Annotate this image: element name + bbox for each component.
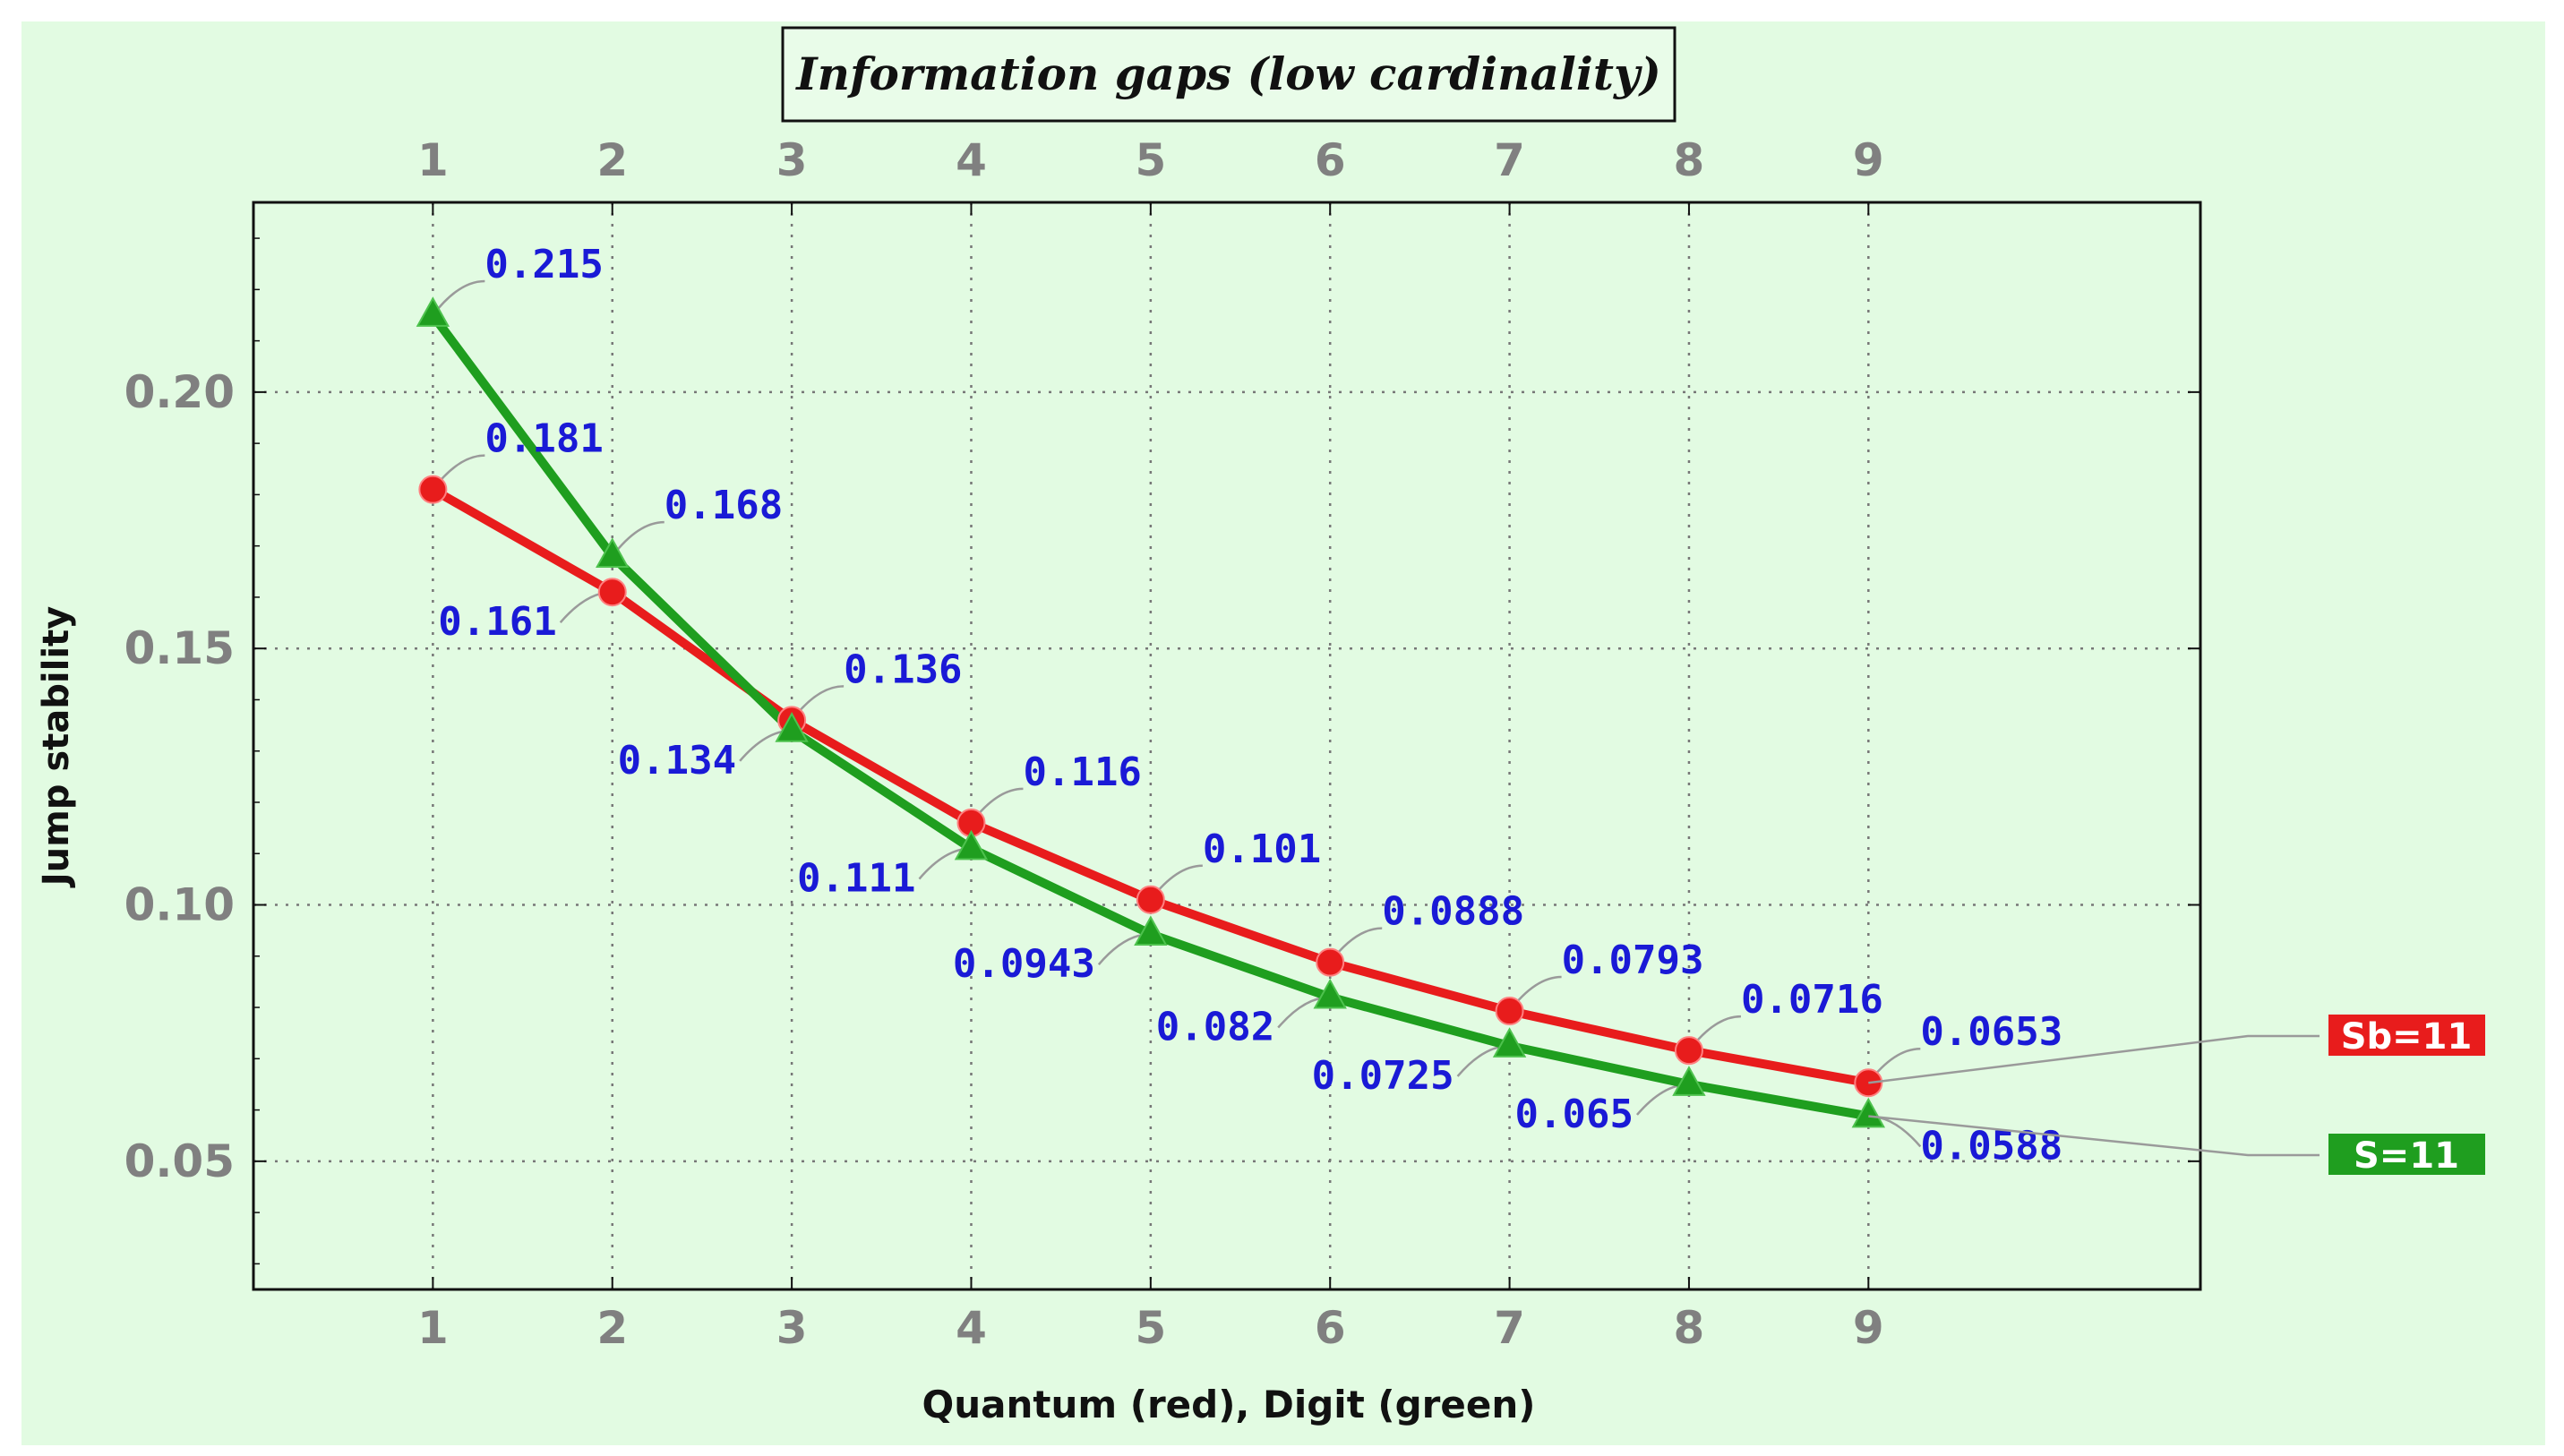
legend-layer: Sb=11 S=11 — [1868, 1015, 2485, 1177]
x-tick-label-top: 4 — [956, 134, 987, 186]
series-layer — [416, 296, 1886, 1128]
quantum-point — [1316, 947, 1345, 977]
digit-point — [1134, 915, 1168, 946]
digit-point — [775, 712, 809, 742]
quantum-point — [1674, 1036, 1703, 1066]
x-tick-label-top: 1 — [417, 134, 449, 186]
x-tick-label-top: 5 — [1135, 134, 1166, 186]
quantum-point — [1136, 885, 1165, 914]
digit-point — [954, 829, 989, 861]
y-tick-label: 0.10 — [124, 879, 235, 931]
chart-title-frame — [781, 26, 1676, 123]
quantum-point — [597, 578, 627, 607]
x-tick-label: 1 — [417, 1302, 449, 1354]
quantum-data-label: 0.0653 — [1920, 1009, 2062, 1055]
x-tick-label: 9 — [1853, 1302, 1884, 1354]
quantum-data-label: 0.0888 — [1382, 889, 1524, 935]
x-tick-label-top: 9 — [1853, 134, 1884, 186]
digit-data-label: 0.0588 — [1920, 1123, 2062, 1169]
quantum-data-label: 0.101 — [1203, 826, 1321, 872]
legend-leader-quantum — [1868, 1034, 2320, 1084]
digit-point — [1672, 1066, 1706, 1096]
quantum-point — [418, 475, 448, 504]
digit-point — [1851, 1097, 1886, 1128]
y-tick-label: 0.15 — [124, 622, 235, 674]
legend-label-digit: S=11 — [2354, 1135, 2459, 1177]
digit-point — [416, 296, 450, 327]
quantum-data-label: 0.161 — [438, 599, 556, 645]
x-tick-label: 2 — [596, 1302, 628, 1354]
quantum-data-label: 0.116 — [1023, 749, 1141, 795]
legend-swatch-digit — [2328, 1134, 2485, 1175]
digit-data-label: 0.111 — [797, 856, 915, 902]
quantum-data-label: 0.0716 — [1741, 977, 1883, 1023]
digit-point — [1492, 1027, 1527, 1058]
y-tick-label: 0.05 — [124, 1135, 235, 1187]
y-axis-title: Jump stability — [36, 606, 77, 888]
digit-data-label: 0.0725 — [1312, 1053, 1454, 1099]
x-tick-label-top: 2 — [596, 134, 628, 186]
x-tick-label: 6 — [1315, 1302, 1346, 1354]
chart-title: Information gaps (low cardinality) — [794, 47, 1660, 100]
quantum-data-label: 0.181 — [485, 416, 603, 462]
x-tick-label: 7 — [1494, 1302, 1525, 1354]
x-tick-label: 4 — [956, 1302, 987, 1354]
digit-data-label: 0.082 — [1156, 1005, 1274, 1050]
legend-swatch-quantum — [2328, 1015, 2485, 1056]
x-axis-title: Quantum (red), Digit (green) — [922, 1383, 1536, 1426]
quantum-data-label: 0.136 — [844, 647, 962, 692]
legend-leader-digit — [1868, 1115, 2320, 1157]
digit-data-label: 0.065 — [1514, 1092, 1633, 1137]
digit-point — [1313, 978, 1347, 1009]
y-tick-label: 0.20 — [124, 366, 235, 418]
quantum-point — [1495, 997, 1524, 1026]
x-tick-label: 3 — [776, 1302, 808, 1354]
digit-data-label: 0.134 — [618, 738, 736, 784]
digit-data-label: 0.168 — [665, 483, 783, 528]
x-tick-label: 8 — [1674, 1302, 1705, 1354]
x-tick-label-top: 3 — [776, 134, 808, 186]
x-tick-label-top: 8 — [1674, 134, 1705, 186]
labels-layer: 0.181 0.215 0.161 0.168 0.136 0.134 0.116 0.111… — [438, 242, 2062, 1169]
digit-data-label: 0.0943 — [953, 941, 1095, 987]
ticks-layer: 1 1 2 2 3 3 4 4 5 5 6 6 7 7 8 8 9 9 0.05 0.10 0.15 0.20 — [124, 134, 2200, 1354]
quantum-data-label: 0.0793 — [1562, 938, 1704, 983]
grid-layer — [253, 202, 2200, 1289]
digit-point — [596, 537, 630, 569]
x-tick-label: 5 — [1135, 1302, 1166, 1354]
plot-frame — [252, 201, 2202, 1291]
chart-title-box: Information gaps (low cardinality) — [781, 26, 1676, 123]
chart-background — [21, 21, 2545, 1445]
digit-data-label: 0.215 — [485, 242, 603, 287]
x-tick-label-top: 6 — [1315, 134, 1346, 186]
legend-label-quantum: Sb=11 — [2341, 1016, 2473, 1058]
x-tick-label-top: 7 — [1494, 134, 1525, 186]
